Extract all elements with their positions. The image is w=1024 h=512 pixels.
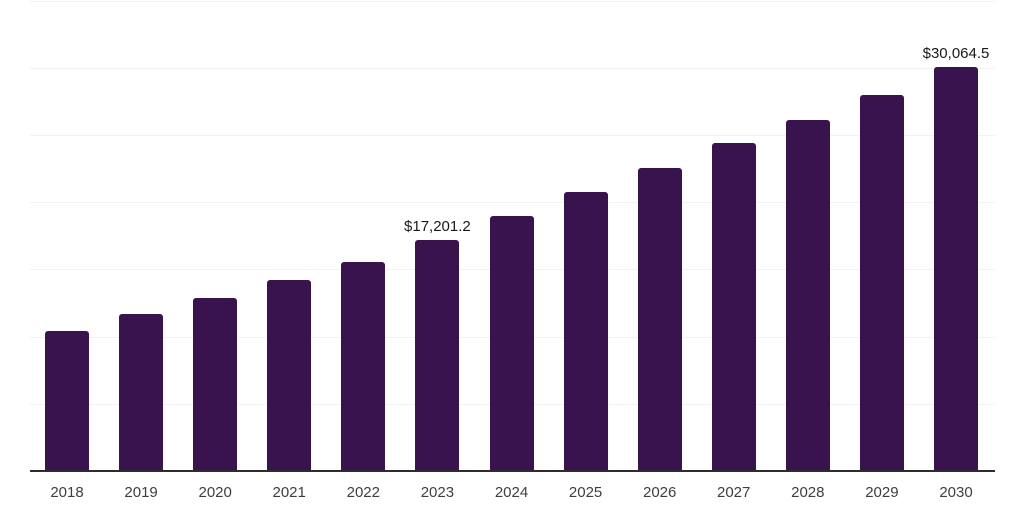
gridline: [30, 135, 995, 137]
bar-value-label: $17,201.2: [404, 217, 471, 235]
bar: [785, 120, 830, 471]
bar: [415, 239, 460, 471]
x-tick-label: 2023: [420, 484, 455, 501]
bar: [934, 67, 978, 471]
bar: [267, 280, 312, 471]
bar: [45, 330, 89, 471]
x-tick-label: 2024: [494, 484, 529, 501]
x-tick-label: 2020: [198, 484, 232, 501]
x-tick-label: 2028: [791, 484, 825, 501]
bar: [119, 314, 164, 471]
bar: [859, 95, 904, 471]
x-tick-label: 2018: [50, 484, 84, 501]
x-tick-label: 2026: [643, 484, 677, 501]
x-tick-label: 2021: [272, 484, 306, 501]
gridline: [30, 67, 995, 69]
plot-area: $17,201.2 $30,064.5: [30, 0, 995, 472]
bar-value-label: $30,064.5: [922, 45, 990, 62]
bar: [489, 216, 534, 471]
x-tick-label: 2029: [865, 484, 899, 501]
x-tick-label: 2030: [939, 484, 973, 501]
x-tick-label: 2019: [124, 484, 158, 501]
x-tick-label: 2022: [346, 484, 380, 501]
x-tick-label: 2027: [717, 484, 751, 501]
x-axis-line: [30, 470, 995, 472]
bar: [341, 261, 386, 471]
gridline: [30, 0, 995, 2]
bar: [193, 297, 238, 471]
gridline: [30, 202, 995, 204]
x-tick-label: 2025: [568, 484, 603, 501]
bar: [637, 168, 682, 471]
bar: [563, 192, 608, 471]
bar: [711, 143, 756, 471]
